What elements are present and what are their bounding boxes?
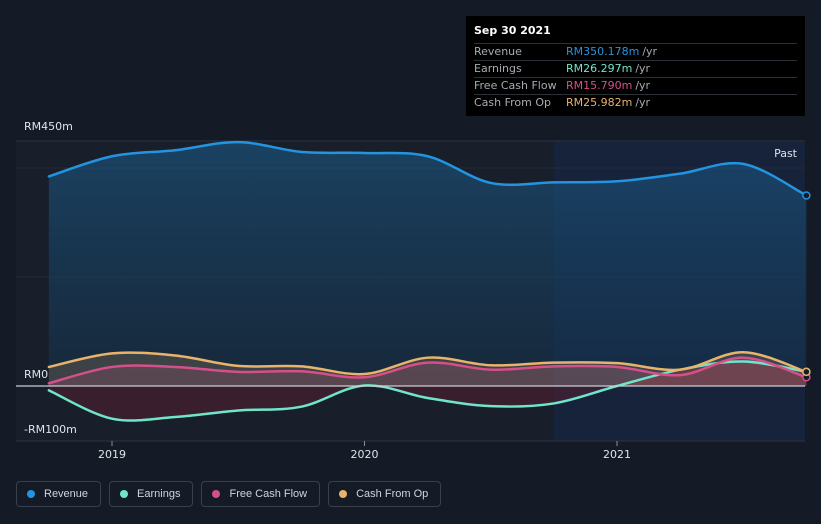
legend-dot-icon [339, 490, 348, 498]
y-tick-label: RM450m [24, 120, 73, 133]
tooltip-row-fcf: Free Cash Flow RM15.790m /yr [474, 77, 797, 94]
tooltip-value: RM25.982m [566, 96, 633, 109]
area-fcf [48, 357, 807, 386]
series-end-point-cfo [802, 367, 811, 377]
legend: Revenue Earnings Free Cash Flow Cash Fro… [16, 481, 442, 507]
series-end-point-revenue [802, 191, 811, 200]
legend-dot-icon [27, 490, 35, 498]
legend-dot-icon [120, 490, 129, 498]
tooltip-unit: /yr [642, 45, 658, 58]
series-line-cfo [47, 350, 808, 376]
legend-label: Free Cash Flow [229, 488, 308, 500]
past-label: Past [774, 147, 798, 160]
legend-item-cfo[interactable]: Cash From Op [328, 481, 442, 507]
legend-dot-icon [212, 490, 221, 498]
x-tick-label: 2020 [351, 448, 379, 461]
legend-item-revenue[interactable]: Revenue [16, 481, 102, 507]
y-tick-label: RM0 [24, 368, 48, 381]
x-tick-label: 2019 [98, 448, 126, 461]
series-line-revenue [47, 140, 808, 197]
area-earnings [48, 361, 807, 421]
tooltip-unit: /yr [635, 79, 651, 92]
area-revenue [48, 142, 807, 386]
tooltip-row-cfo: Cash From Op RM25.982m /yr [474, 94, 797, 111]
tooltip-label: Earnings [474, 62, 522, 75]
tooltip-row-earnings: Earnings RM26.297m /yr [474, 60, 797, 77]
series-line-fcf [47, 356, 808, 385]
legend-label: Earnings [137, 488, 181, 500]
area-cfo [48, 352, 807, 386]
x-tick-label: 2021 [603, 448, 631, 461]
legend-item-fcf[interactable]: Free Cash Flow [201, 481, 321, 507]
tooltip-row-revenue: Revenue RM350.178m /yr [474, 43, 797, 60]
tooltip-label: Free Cash Flow [474, 79, 557, 92]
tooltip-date: Sep 30 2021 [474, 24, 551, 37]
legend-item-earnings[interactable]: Earnings [109, 481, 194, 507]
y-tick-label: -RM100m [24, 423, 77, 436]
tooltip-unit: /yr [635, 62, 651, 75]
tooltip-label: Cash From Op [474, 96, 552, 109]
tooltip-panel: Sep 30 2021 Revenue RM350.178m /yr Earni… [466, 16, 805, 116]
tooltip-unit: /yr [635, 96, 651, 109]
tooltip-value: RM350.178m [566, 45, 640, 58]
tooltip-value: RM15.790m [566, 79, 633, 92]
tooltip-value: RM26.297m [566, 62, 633, 75]
legend-label: Revenue [44, 488, 89, 500]
legend-label: Cash From Op [356, 488, 429, 500]
tooltip-label: Revenue [474, 45, 522, 58]
